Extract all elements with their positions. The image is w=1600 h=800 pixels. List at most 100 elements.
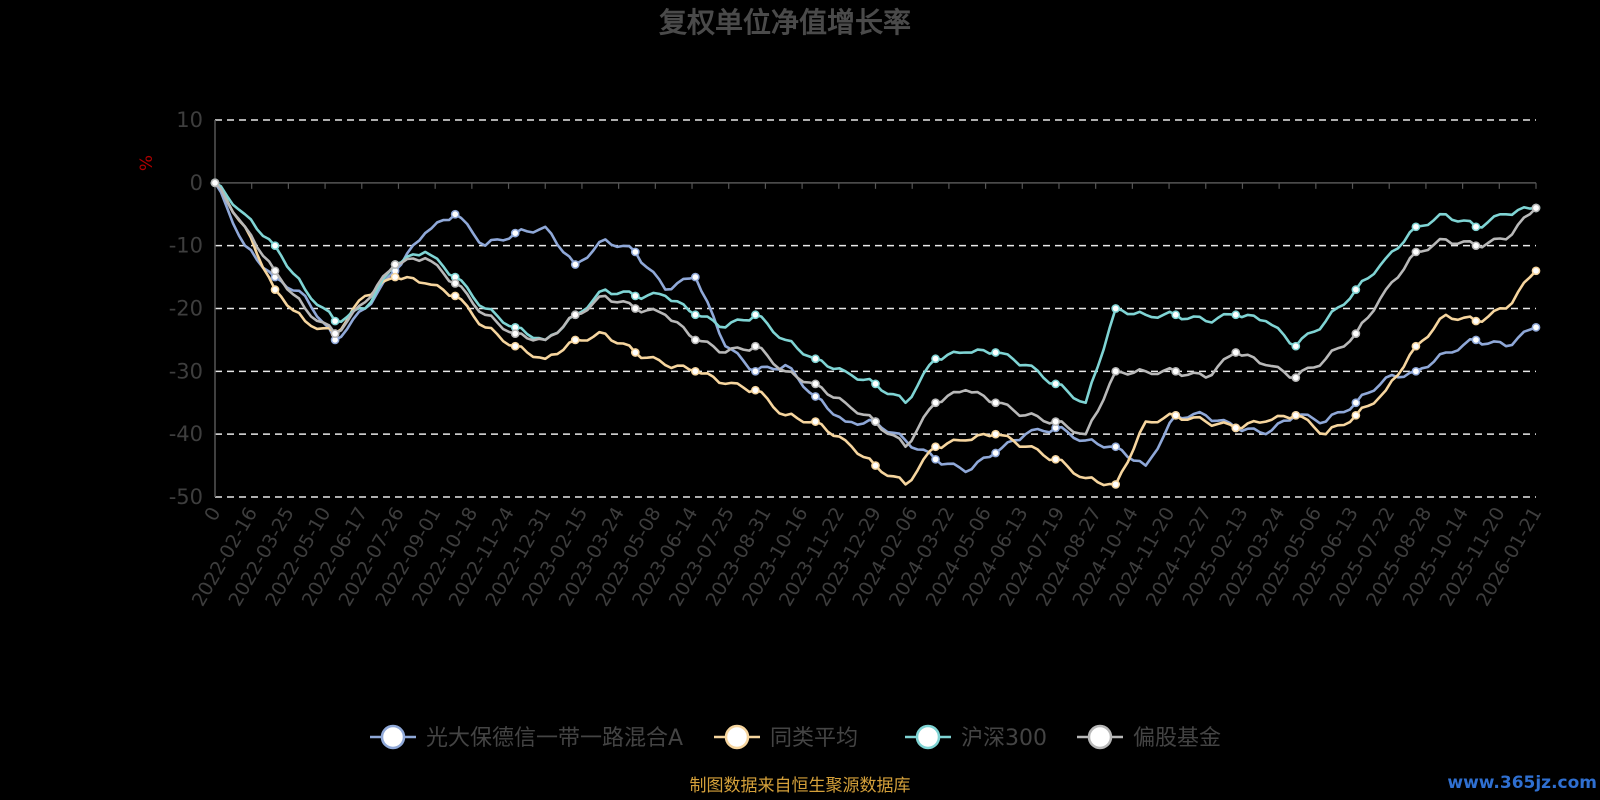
data-point: [931, 454, 940, 464]
y-tick-label: 10: [176, 108, 203, 132]
y-tick-label: -30: [169, 359, 203, 383]
data-point: [1531, 323, 1541, 332]
data-point: [1231, 310, 1241, 320]
data-point: [1411, 222, 1421, 232]
series-line: [213, 182, 1537, 474]
data-point: [991, 429, 1000, 439]
data-point: [691, 272, 700, 282]
data-point: [1471, 335, 1481, 345]
data-point: [1351, 398, 1361, 408]
data-point: [1471, 241, 1481, 251]
legend-label: 偏股基金: [1133, 726, 1221, 751]
y-tick-label: -20: [169, 297, 203, 321]
data-point: [1471, 316, 1481, 326]
data-point: [931, 398, 940, 408]
legend-marker: [915, 724, 941, 750]
series-line: [214, 181, 1537, 448]
data-point: [390, 272, 400, 282]
watermark: www.365jz.com: [1447, 773, 1597, 793]
data-point: [751, 366, 760, 376]
data-point: [751, 341, 760, 351]
data-point: [450, 209, 460, 219]
chart-title: 复权单位净值增长率: [659, 6, 911, 39]
data-point: [1171, 366, 1181, 376]
data-point: [1411, 341, 1421, 351]
data-point: [510, 228, 520, 238]
data-point: [691, 366, 700, 376]
data-point: [1471, 222, 1481, 232]
legend-label: 同类平均: [770, 726, 858, 751]
data-point: [330, 329, 340, 338]
data-point: [570, 260, 580, 269]
data-point: [570, 310, 580, 320]
data-point: [691, 310, 700, 320]
data-point: [1531, 203, 1541, 213]
series-3: [210, 178, 1541, 448]
data-point: [871, 417, 880, 426]
data-point: [510, 341, 520, 351]
data-point: [510, 329, 520, 338]
data-point: [630, 348, 640, 357]
legend-label: 沪深300: [961, 726, 1047, 751]
data-point: [1171, 310, 1181, 320]
data-point: [1411, 247, 1421, 257]
data-point: [1051, 454, 1060, 464]
y-axis-unit: %: [137, 155, 157, 171]
data-point: [1111, 480, 1121, 489]
data-point: [1351, 410, 1361, 420]
data-point: [630, 247, 640, 257]
legend-label: 光大保德信一带一路混合A: [426, 726, 683, 751]
series-layer: [210, 178, 1541, 489]
legend-marker: [380, 724, 406, 750]
y-tick-label: -50: [169, 485, 203, 509]
data-point: [1291, 373, 1301, 382]
y-tick-label: -10: [169, 234, 203, 258]
data-point: [1051, 417, 1060, 426]
data-point: [1231, 348, 1241, 357]
data-point: [1351, 329, 1361, 338]
series-line: [214, 181, 1537, 487]
data-point: [1291, 410, 1301, 420]
data-point: [330, 316, 340, 326]
data-point: [270, 266, 280, 276]
data-point: [871, 461, 880, 470]
x-tick-label: 0: [200, 504, 225, 525]
data-point: [270, 241, 280, 251]
series-2: [210, 178, 1541, 405]
data-point: [931, 354, 940, 364]
data-point: [1291, 341, 1301, 351]
data-point: [691, 335, 700, 345]
data-point: [1351, 285, 1361, 294]
data-point: [931, 442, 940, 452]
series-0: [210, 178, 1541, 474]
data-point: [991, 398, 1000, 408]
series-line: [214, 181, 1537, 405]
legend[interactable]: 光大保德信一带一路混合A 同类平均 沪深300 偏股基金: [370, 724, 1221, 751]
data-point: [630, 291, 640, 301]
data-point: [1111, 442, 1121, 452]
data-point: [811, 379, 820, 389]
legend-item[interactable]: 同类平均: [714, 724, 858, 751]
data-point: [630, 304, 640, 313]
data-point: [450, 291, 460, 301]
data-point: [1171, 410, 1181, 420]
data-point: [751, 310, 760, 320]
data-point: [1411, 366, 1421, 376]
source-note: 制图数据来自恒生聚源数据库: [690, 776, 911, 796]
y-tick-label: 0: [190, 171, 203, 195]
data-point: [811, 417, 820, 426]
legend-item[interactable]: 沪深300: [905, 724, 1047, 751]
legend-marker: [1087, 724, 1113, 750]
y-tick-label: -40: [169, 422, 203, 446]
data-point: [570, 335, 580, 345]
data-point: [991, 448, 1000, 458]
data-point: [450, 279, 460, 288]
legend-marker: [724, 724, 750, 750]
axis-layer: 100-10-20-30-40-5002022-02-162022-03-252…: [169, 108, 1547, 610]
legend-item[interactable]: 光大保德信一带一路混合A: [370, 724, 683, 751]
data-point: [1111, 304, 1121, 313]
data-point: [811, 392, 820, 401]
legend-item[interactable]: 偏股基金: [1077, 724, 1221, 751]
series-1: [210, 178, 1541, 489]
